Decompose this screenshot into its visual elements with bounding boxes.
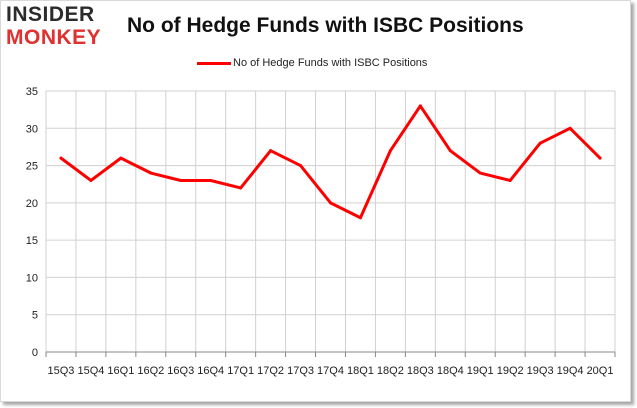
y-tick-label: 25 [26,161,38,173]
data-point [448,149,452,153]
y-tick-label: 0 [32,347,38,359]
logo-line-2: MONKEY [6,26,102,49]
x-tick-label: 17Q3 [287,365,314,377]
data-point [538,141,542,145]
x-tick-label: 19Q4 [557,365,584,377]
y-tick-label: 20 [26,198,38,210]
legend-label: No of Hedge Funds with ISBC Positions [233,57,428,69]
legend: No of Hedge Funds with ISBC Positions [197,56,427,70]
x-tick-label: 15Q3 [48,365,75,377]
data-point [269,149,273,153]
chart-title: No of Hedge Funds with ISBC Positions [127,14,524,37]
data-point [508,178,512,182]
x-tick-label: 15Q4 [77,365,104,377]
x-tick-label: 19Q2 [497,365,524,377]
data-point [179,178,183,182]
x-tick-label: 17Q2 [257,365,284,377]
data-point [418,104,422,108]
x-tick-label: 19Q3 [527,365,554,377]
x-tick-label: 17Q1 [227,365,254,377]
series-line [59,104,602,220]
data-point [358,216,362,220]
data-point [388,149,392,153]
data-point [478,171,482,175]
insider-monkey-logo: INSIDER MONKEY [6,4,118,50]
x-tick-label: 16Q2 [137,365,164,377]
x-tick-label: 16Q1 [107,365,134,377]
y-tick-label: 15 [26,235,38,247]
y-tick-label: 35 [26,86,38,98]
x-tick-label: 16Q4 [197,365,224,377]
data-point [299,164,303,168]
y-tick-label: 30 [26,123,38,135]
legend-swatch [197,61,231,65]
data-point [149,171,153,175]
x-tick-label: 17Q4 [317,365,344,377]
data-point [329,201,332,205]
x-tick-label: 18Q3 [407,365,434,377]
y-tick-label: 10 [26,272,38,284]
x-tick-label: 18Q4 [437,365,464,377]
y-tick-label: 5 [32,310,38,322]
data-point [239,186,243,190]
logo-line-1: INSIDER [6,3,95,26]
data-point [598,156,602,160]
x-tick-label: 20Q1 [587,365,614,377]
x-tick-label: 19Q1 [467,365,494,377]
data-point [59,156,63,160]
data-point [209,178,213,182]
x-tick-label: 18Q2 [377,365,404,377]
data-point [89,178,93,182]
x-tick-label: 16Q3 [167,365,194,377]
data-point [568,126,572,130]
x-tick-label: 18Q1 [347,365,374,377]
data-point [119,156,123,160]
